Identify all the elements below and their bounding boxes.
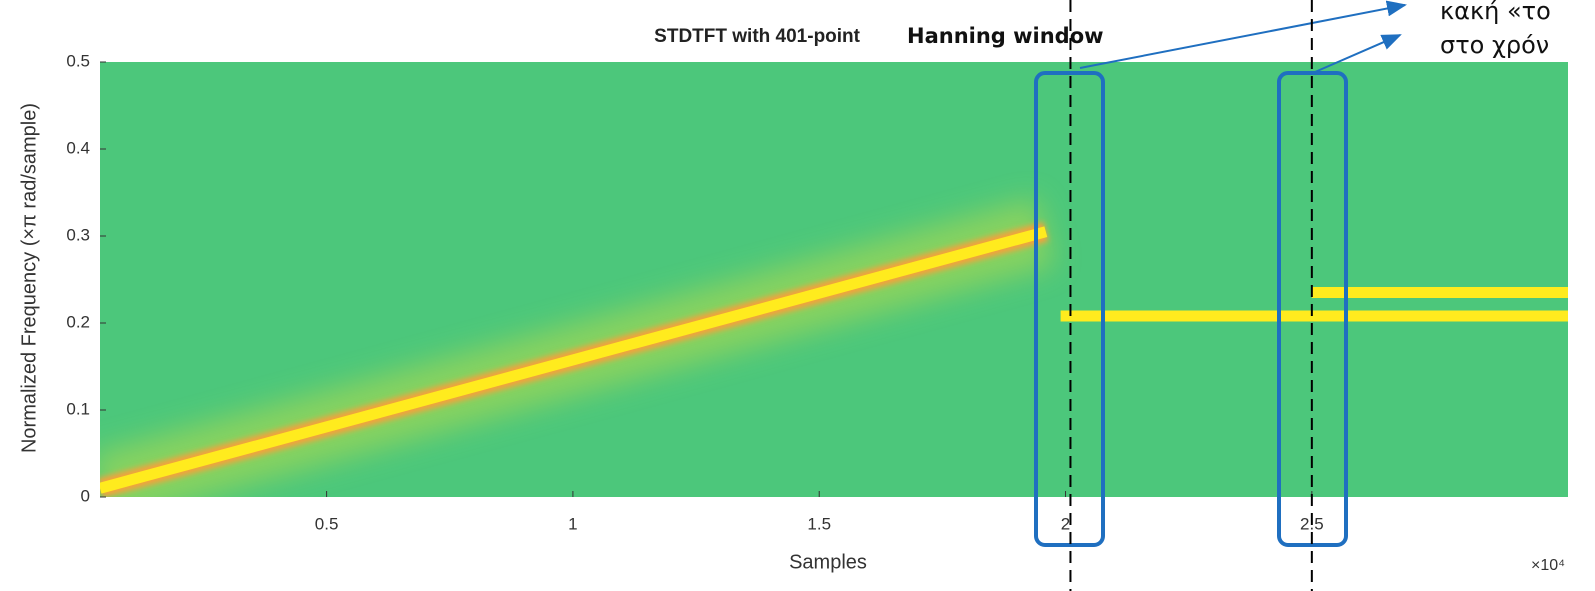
title-suffix: Hanning window	[907, 24, 1104, 48]
plot-area	[100, 62, 1568, 497]
annotation-text: κακή «το	[1440, 0, 1551, 25]
arrow	[1314, 34, 1402, 73]
chart-title: STDTFT with 401-point	[654, 26, 860, 47]
x-tick-label: 1.5	[807, 514, 831, 533]
annotation-text: στο χρόν	[1440, 31, 1549, 59]
x-tick-label: 1	[568, 514, 577, 533]
y-tick-label: 0.3	[66, 225, 90, 244]
highlight-box	[1034, 71, 1105, 547]
y-tick-label: 0	[81, 486, 90, 505]
x-axis-label: Samples	[789, 551, 867, 573]
highlight-box	[1277, 71, 1348, 547]
y-tick-label: 0.1	[66, 399, 90, 418]
ridge	[100, 226, 1048, 494]
x-tick-label: 2	[1061, 514, 1070, 533]
y-axis-label: Normalized Frequency (×π rad/sample)	[18, 103, 40, 453]
x-tick-label: 0.5	[315, 514, 339, 533]
y-tick-label: 0.5	[66, 51, 90, 70]
y-tick-label: 0.2	[66, 312, 90, 331]
x-multiplier: ×10⁴	[1531, 557, 1565, 574]
arrow	[1079, 0, 1407, 69]
y-tick-label: 0.4	[66, 138, 90, 157]
